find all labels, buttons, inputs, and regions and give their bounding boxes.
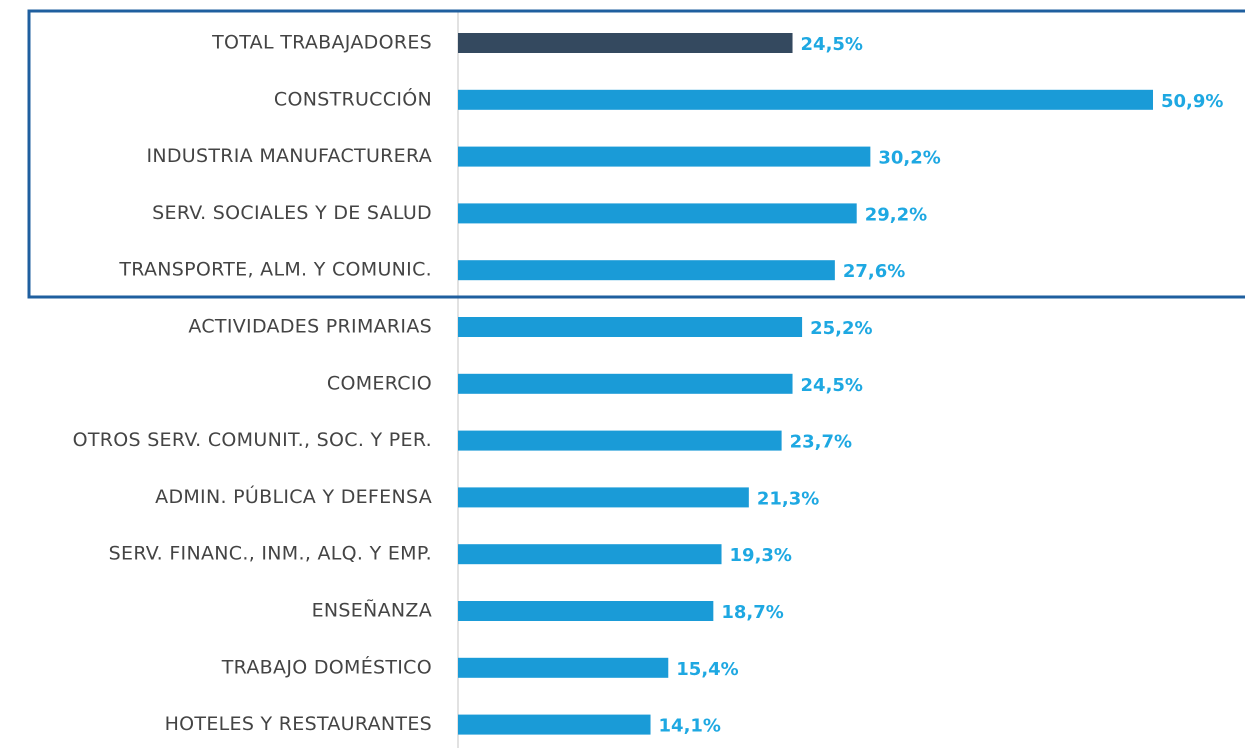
bar (458, 33, 793, 53)
bar (458, 714, 651, 735)
value-label: 23,7% (790, 432, 852, 453)
bar (458, 89, 1153, 110)
category-label: TOTAL TRABAJADORES (211, 32, 432, 54)
category-label: HOTELES Y RESTAURANTES (165, 713, 432, 735)
category-label: TRABAJO DOMÉSTICO (221, 655, 432, 678)
value-label: 30,2% (878, 148, 940, 169)
bar (458, 317, 803, 337)
category-label: COMERCIO (327, 372, 432, 394)
category-label: OTROS SERV. COMUNIT., SOC. Y PER. (73, 429, 432, 451)
value-label: 14,1% (659, 716, 721, 737)
value-label: 21,3% (757, 488, 819, 509)
bar (458, 430, 782, 451)
bar (458, 544, 722, 565)
category-label: INDUSTRIA MANUFACTURERA (146, 145, 432, 167)
bar (458, 146, 871, 167)
category-label: SERV. FINANC., INM., ALQ. Y EMP. (109, 543, 432, 565)
bar (458, 487, 749, 508)
bar (458, 203, 857, 224)
value-label: 19,3% (730, 545, 792, 566)
value-label: 29,2% (865, 204, 927, 225)
value-label: 27,6% (843, 261, 905, 282)
category-label: TRANSPORTE, ALM. Y COMUNIC. (118, 259, 432, 281)
value-label: 24,5% (801, 375, 863, 396)
category-label: ADMIN. PÚBLICA Y DEFENSA (155, 484, 432, 508)
category-label: SERV. SOCIALES Y DE SALUD (152, 202, 432, 224)
value-label: 15,4% (676, 659, 738, 680)
value-label: 18,7% (721, 602, 783, 623)
value-label: 50,9% (1161, 91, 1223, 112)
value-label: 25,2% (810, 318, 872, 339)
highlight-box (27, 9, 1245, 299)
bar (458, 373, 793, 394)
bar (458, 260, 835, 281)
bar (458, 601, 714, 621)
category-label: ENSEÑANZA (312, 599, 432, 622)
category-label: ACTIVIDADES PRIMARIAS (188, 316, 432, 338)
value-label: 24,5% (801, 34, 863, 55)
bar (458, 657, 669, 678)
category-label: CONSTRUCCIÓN (274, 86, 432, 110)
